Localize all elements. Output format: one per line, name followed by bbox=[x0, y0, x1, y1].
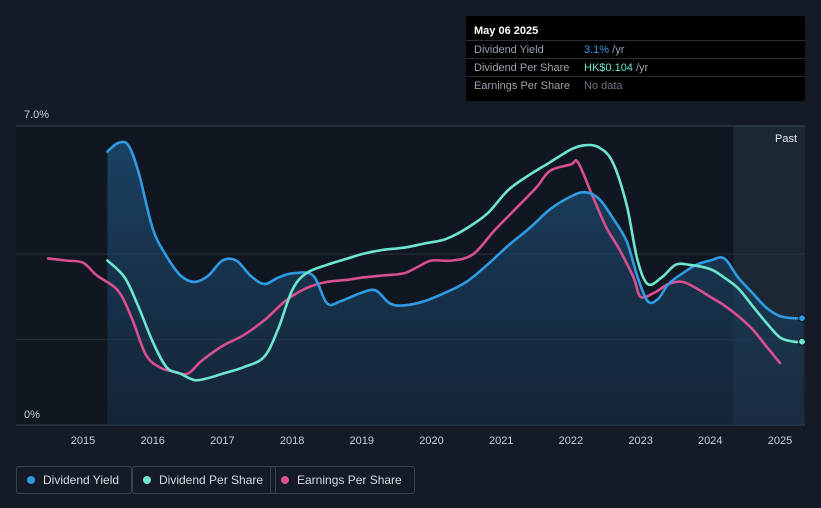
legend-label: Dividend Per Share bbox=[159, 473, 264, 487]
past-label: Past bbox=[775, 133, 797, 145]
legend-label: Dividend Yield bbox=[43, 473, 120, 487]
tooltip-value: 3.1% /yr bbox=[584, 44, 625, 56]
legend-dot-icon bbox=[27, 476, 35, 484]
legend-dividend-yield[interactable]: Dividend Yield bbox=[16, 466, 133, 494]
dividend-yield-area bbox=[107, 141, 803, 426]
x-tick-label: 2021 bbox=[489, 435, 513, 447]
tooltip-label: Dividend Per Share bbox=[474, 62, 570, 74]
tooltip-label: Earnings Per Share bbox=[474, 80, 570, 92]
tooltip-row-dividend-yield: Dividend Yield 3.1% /yr bbox=[466, 40, 805, 59]
dividend-per-share-end-marker bbox=[797, 337, 807, 346]
legend-dot-icon bbox=[143, 476, 151, 484]
x-tick-label: 2025 bbox=[768, 435, 792, 447]
x-tick-label: 2020 bbox=[419, 435, 443, 447]
dividend-yield-line bbox=[106, 140, 805, 320]
x-tick-label: 2022 bbox=[559, 435, 583, 447]
x-tick-label: 2015 bbox=[71, 435, 95, 447]
tooltip-date: May 06 2025 bbox=[474, 25, 539, 37]
dividend-per-share-line bbox=[106, 143, 805, 382]
x-tick-label: 2017 bbox=[210, 435, 234, 447]
earnings-per-share-line bbox=[46, 159, 782, 376]
legend-dividend-per-share[interactable]: Dividend Per Share bbox=[132, 466, 277, 494]
x-tick-label: 2019 bbox=[350, 435, 374, 447]
tooltip-value: HK$0.104 /yr bbox=[584, 62, 649, 74]
x-tick-label: 2018 bbox=[280, 435, 304, 447]
tooltip-row-dividend-per-share: Dividend Per Share HK$0.104 /yr bbox=[466, 58, 805, 77]
x-tick-label: 2024 bbox=[698, 435, 722, 447]
legend-dot-icon bbox=[281, 476, 289, 484]
dividend-yield-end-marker bbox=[797, 314, 807, 323]
tooltip-row-earnings-per-share: Earnings Per Share No data bbox=[466, 76, 805, 95]
tooltip: May 06 2025 Dividend Yield 3.1% /yr Divi… bbox=[466, 16, 805, 101]
legend-label: Earnings Per Share bbox=[297, 473, 402, 487]
tooltip-label: Dividend Yield bbox=[474, 44, 544, 56]
y-bottom-label: 0% bbox=[24, 409, 40, 421]
y-top-label: 7.0% bbox=[24, 109, 49, 121]
legend-earnings-per-share[interactable]: Earnings Per Share bbox=[270, 466, 415, 494]
x-tick-label: 2016 bbox=[140, 435, 164, 447]
tooltip-value: No data bbox=[584, 80, 623, 92]
x-tick-label: 2023 bbox=[628, 435, 652, 447]
